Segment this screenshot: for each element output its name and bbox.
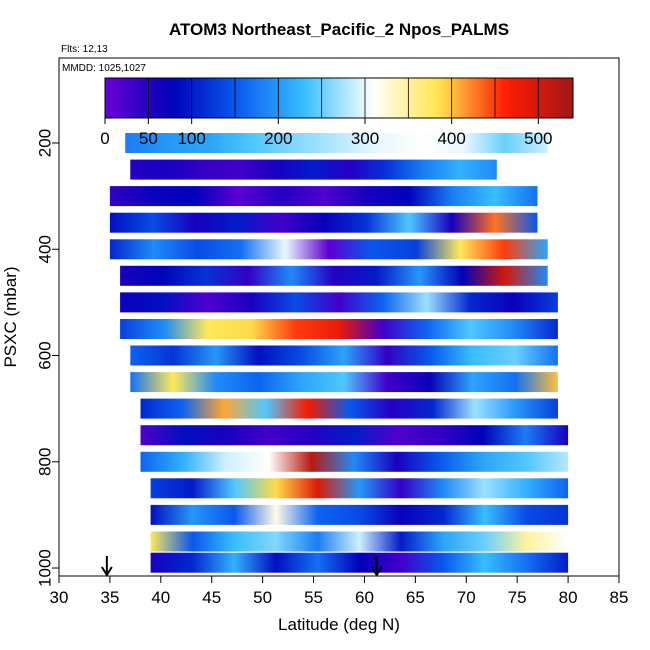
y-tick-label: 400 (36, 235, 55, 263)
x-tick-label: 40 (151, 588, 170, 607)
colorbar-tick-label: 300 (351, 129, 379, 148)
heatmap-band (150, 531, 569, 552)
chart-title: ATOM3 Northeast_Pacific_2 Npos_PALMS (169, 20, 509, 39)
x-tick-label: 85 (610, 588, 629, 607)
y-tick-label: 800 (36, 448, 55, 476)
y-tick-label: 200 (36, 129, 55, 157)
x-tick-label: 80 (559, 588, 578, 607)
heatmap-band (109, 212, 538, 233)
heatmap-band (150, 504, 569, 525)
colorbar-tick-label: 50 (139, 129, 158, 148)
heatmap-band (109, 239, 548, 260)
x-axis: 30 35 40 45 50 55 60 65 70 75 80 85 (50, 576, 629, 607)
x-tick-label: 50 (253, 588, 272, 607)
latitude-arrow-icon (370, 566, 383, 577)
heatmap-band (109, 186, 538, 207)
heatmap-band (120, 265, 548, 286)
y-tick-label: 1000 (36, 549, 55, 587)
colorbar-gradient (104, 77, 574, 119)
heatmap-band (140, 398, 558, 419)
flights-label: Flts: 12,13 (61, 44, 108, 55)
heatmap-band (130, 345, 558, 366)
heatmap-band (130, 159, 497, 180)
y-axis: 200 400 600 800 1000 (36, 129, 59, 587)
colorbar-tick-label: 500 (524, 129, 552, 148)
colorbar: 0 50 100 200 300 400 500 (100, 77, 574, 148)
x-tick-label: 55 (304, 588, 323, 607)
heatmap-band (150, 478, 569, 499)
heatmap-band (120, 319, 558, 339)
heatmap-band (130, 372, 558, 393)
heatmap-band (150, 552, 569, 573)
latitude-markers (101, 556, 383, 577)
dates-label: MMDD: 1025,1027 (62, 63, 146, 74)
y-axis-label: PSXC (mbar) (1, 266, 20, 367)
heatmap-band (140, 425, 569, 446)
latitude-arrow-icon (101, 566, 113, 577)
x-tick-label: 60 (355, 588, 374, 607)
colorbar-tick-label: 400 (437, 129, 465, 148)
heatmap-band (120, 292, 558, 313)
heatmap-band (140, 451, 569, 472)
plot-frame (58, 57, 620, 577)
colorbar-tick-label: 200 (264, 129, 292, 148)
x-tick-label: 45 (202, 588, 221, 607)
x-tick-label: 30 (50, 588, 69, 607)
y-tick-label: 600 (36, 341, 55, 369)
plot-area (109, 133, 569, 573)
x-tick-label: 75 (508, 588, 527, 607)
x-tick-label: 70 (457, 588, 476, 607)
colorbar-tick-label: 100 (177, 129, 205, 148)
heatmap-band (125, 133, 548, 153)
x-axis-label: Latitude (deg N) (278, 615, 400, 634)
x-tick-label: 35 (100, 588, 119, 607)
x-tick-label: 65 (406, 588, 425, 607)
colorbar-tick-label: 0 (100, 129, 109, 148)
